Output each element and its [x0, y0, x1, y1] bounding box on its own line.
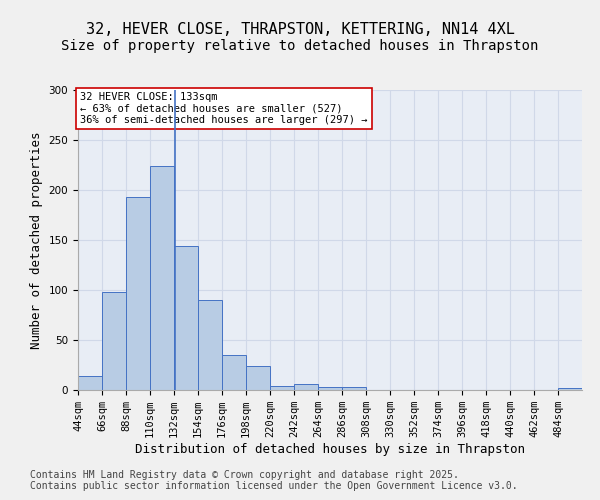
- Text: 32 HEVER CLOSE: 133sqm
← 63% of detached houses are smaller (527)
36% of semi-de: 32 HEVER CLOSE: 133sqm ← 63% of detached…: [80, 92, 368, 125]
- Text: Contains HM Land Registry data © Crown copyright and database right 2025.: Contains HM Land Registry data © Crown c…: [30, 470, 459, 480]
- Text: Contains public sector information licensed under the Open Government Licence v3: Contains public sector information licen…: [30, 481, 518, 491]
- X-axis label: Distribution of detached houses by size in Thrapston: Distribution of detached houses by size …: [135, 443, 525, 456]
- Bar: [102, 292, 126, 390]
- Y-axis label: Number of detached properties: Number of detached properties: [30, 131, 43, 349]
- Bar: [318, 387, 342, 390]
- Text: Size of property relative to detached houses in Thrapston: Size of property relative to detached ho…: [61, 39, 539, 53]
- Bar: [150, 166, 174, 390]
- Bar: [246, 366, 270, 390]
- Bar: [294, 384, 318, 390]
- Bar: [174, 246, 198, 390]
- Bar: [126, 197, 150, 390]
- Bar: [78, 376, 102, 390]
- Bar: [222, 355, 246, 390]
- Bar: [198, 300, 222, 390]
- Bar: [558, 388, 582, 390]
- Bar: [342, 387, 366, 390]
- Text: 32, HEVER CLOSE, THRAPSTON, KETTERING, NN14 4XL: 32, HEVER CLOSE, THRAPSTON, KETTERING, N…: [86, 22, 514, 38]
- Bar: [270, 386, 294, 390]
